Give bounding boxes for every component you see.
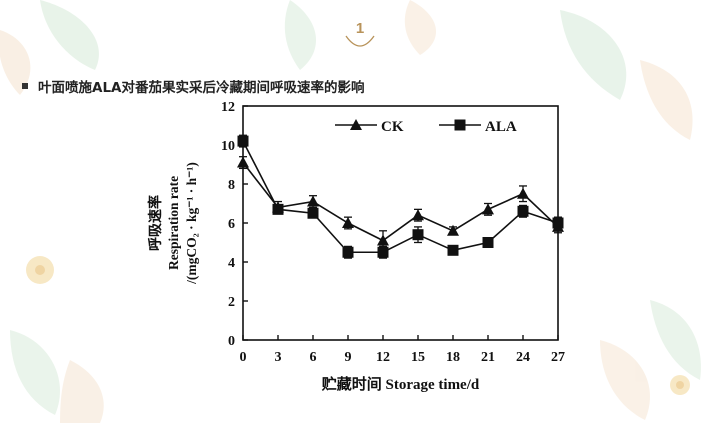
- y-axis-label-line: 呼吸速率: [147, 195, 164, 251]
- data-point-ala: [237, 135, 249, 147]
- y-tick-label: 12: [221, 100, 235, 115]
- legend-marker-ck: [350, 119, 362, 130]
- y-tick-label: 6: [228, 217, 235, 232]
- y-tick-label: 2: [228, 295, 235, 310]
- leaf-decoration-top-left: [0, 0, 99, 95]
- data-point-ala: [552, 217, 564, 229]
- leaf-decoration-bottom-left: [10, 330, 104, 423]
- leaf-decoration-top-right: [560, 10, 693, 140]
- series-line-ala: [242, 140, 559, 254]
- x-tick-label: 15: [411, 350, 425, 365]
- data-point-ck: [447, 224, 459, 236]
- x-tick-label: 27: [551, 350, 565, 365]
- data-point-ala: [517, 205, 529, 217]
- x-tick-label: 21: [481, 350, 495, 365]
- x-tick-label: 3: [275, 350, 282, 365]
- legend-label-ck: CK: [381, 119, 404, 135]
- x-tick-label: 6: [310, 350, 317, 365]
- data-point-ck: [482, 203, 494, 215]
- y-tick-label: 0: [228, 334, 235, 349]
- data-point-ala: [377, 246, 389, 258]
- data-point-ala: [447, 244, 459, 256]
- data-point-ck: [412, 209, 424, 221]
- x-tick-label: 12: [376, 350, 390, 365]
- data-point-ck: [517, 187, 529, 199]
- slide-number: 1: [355, 20, 365, 37]
- leaf-decoration-bottom-right: [600, 300, 701, 420]
- x-tick-label: 18: [446, 350, 460, 365]
- data-point-ala: [412, 229, 424, 241]
- heading-text: 叶面喷施ALA对番茄果实采后冷藏期间呼吸速率的影响: [38, 80, 365, 96]
- y-tick-label: 4: [228, 256, 235, 271]
- x-tick-label: 9: [345, 350, 352, 365]
- y-axis-label-line: Respiration rate: [166, 176, 181, 270]
- legend-label-ala: ALA: [485, 119, 517, 135]
- data-point-ck: [377, 234, 389, 246]
- data-point-ala: [272, 203, 284, 215]
- legend-marker-ala: [454, 119, 466, 131]
- data-point-ck: [307, 195, 319, 207]
- bullet-icon: [22, 83, 28, 89]
- data-point-ala: [482, 237, 494, 248]
- flower-icon-left: [26, 256, 54, 284]
- y-axis-label-line: /(mgCO₂ · kg⁻¹ · h⁻¹): [184, 162, 199, 285]
- slide-heading: 叶面喷施ALA对番茄果实采后冷藏期间呼吸速率的影响: [22, 76, 365, 96]
- y-tick-label: 8: [228, 178, 235, 193]
- x-tick-label: 24: [516, 350, 530, 365]
- flower-icon-right: [670, 375, 690, 395]
- respiration-chart: 0 2 4 6 8 10 12 0 3 6 9 12 15 18 21 24 27 贮藏时间 Storage ti…: [140, 96, 580, 412]
- data-point-ck: [237, 156, 249, 168]
- slide-number-arc: [345, 35, 375, 47]
- data-point-ck: [342, 217, 354, 228]
- x-tick-label: 0: [240, 350, 247, 365]
- series-line-ck: [242, 162, 559, 242]
- x-axis-label: 贮藏时间 Storage time/d: [321, 375, 480, 393]
- y-tick-label: 10: [221, 139, 235, 154]
- data-point-ala: [342, 246, 354, 258]
- leaf-decoration-top-center: [284, 0, 437, 70]
- data-point-ala: [307, 207, 319, 219]
